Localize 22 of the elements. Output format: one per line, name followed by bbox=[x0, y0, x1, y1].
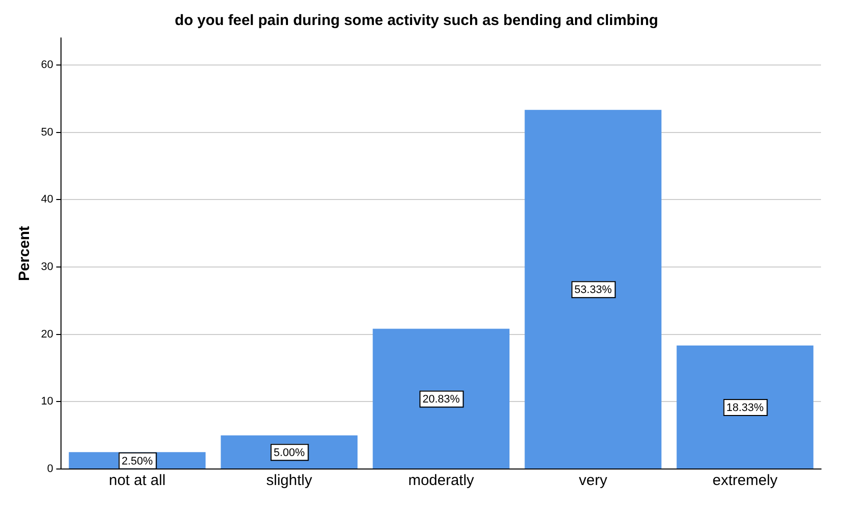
data-label: 20.83% bbox=[422, 394, 460, 406]
data-label: 18.33% bbox=[726, 402, 764, 414]
x-tick-label: slightly bbox=[266, 472, 313, 490]
bar bbox=[524, 110, 662, 468]
y-tick-label: 40 bbox=[40, 194, 54, 206]
y-tick-label: 30 bbox=[40, 261, 54, 273]
bar bbox=[676, 346, 814, 468]
y-tick-label: 50 bbox=[40, 126, 54, 138]
chart-title: do you feel pain during some activity such as bending and climbing bbox=[174, 12, 658, 30]
y-tick-label: 60 bbox=[40, 58, 54, 71]
data-label: 5.00% bbox=[274, 446, 305, 459]
x-tick-label: not at all bbox=[108, 472, 166, 490]
x-tick-label: extremely bbox=[712, 472, 778, 490]
x-tick-label: very bbox=[578, 472, 608, 490]
data-label: 53.33% bbox=[574, 284, 612, 296]
y-tick-label: 20 bbox=[40, 328, 54, 340]
y-tick-label: 10 bbox=[40, 396, 54, 408]
y-axis-title: Percent bbox=[16, 226, 34, 282]
data-label: 2.50% bbox=[122, 455, 154, 468]
bar bbox=[372, 328, 510, 468]
x-tick-label: moderatly bbox=[408, 472, 475, 490]
y-tick-label: 0 bbox=[47, 463, 54, 476]
